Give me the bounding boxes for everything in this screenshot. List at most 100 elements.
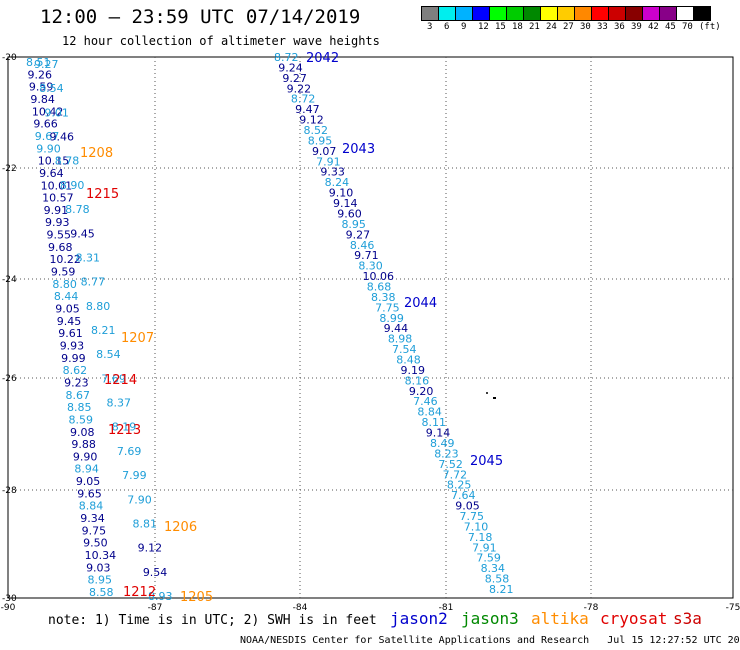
colorbar-label: (ft)	[699, 22, 721, 32]
map-dot	[486, 392, 488, 394]
swh-value-left-track-b: 7.99	[122, 469, 147, 482]
colorbar-swatch	[574, 6, 592, 21]
swh-value-left-track-b: 8.54	[96, 348, 121, 361]
swh-value-left-track: 8.85	[67, 401, 92, 414]
orbit-label: 1214	[104, 373, 137, 388]
page-subtitle: 12 hour collection of altimeter wave hei…	[62, 34, 380, 48]
satellite-legend-cryosat: cryosat	[600, 609, 668, 628]
swh-value-right-track: 9.71	[354, 249, 379, 262]
swh-value-right-track: 7.52	[438, 458, 463, 471]
colorbar-swatch	[506, 6, 524, 21]
colorbar-label: 33	[597, 22, 608, 32]
swh-value-right-track: 9.27	[346, 228, 371, 241]
colorbar-label: 30	[580, 22, 591, 32]
swh-value-left-track-b: 8.93	[148, 590, 173, 603]
swh-value-right-track: 8.46	[350, 239, 375, 252]
swh-value-right-track: 9.12	[299, 114, 324, 127]
colorbar-swatch	[438, 6, 456, 21]
orbit-label: 2044	[404, 296, 437, 311]
lat-tick-label: -26	[2, 374, 17, 384]
colorbar-swatch	[557, 6, 575, 21]
swh-value-right-track: 8.52	[304, 124, 329, 137]
colorbar-label: 12	[478, 22, 489, 32]
colorbar-swatch	[523, 6, 541, 21]
swh-value-right-track: 7.75	[459, 510, 484, 523]
colorbar-swatch	[421, 6, 439, 21]
swh-value-left-track: 8.67	[66, 389, 91, 402]
swh-value-left-track: 9.90	[36, 142, 61, 155]
swh-value-left-track: 8.84	[79, 500, 104, 513]
swh-value-left-track-b: 8.81	[132, 517, 157, 530]
swh-value-right-track: 7.59	[476, 552, 501, 565]
swh-value-left-track: 9.05	[55, 303, 79, 316]
swh-value-left-track-b: 8.31	[75, 251, 100, 264]
swh-value-left-track: 10.57	[42, 192, 74, 205]
colorbar-swatch	[608, 6, 626, 21]
lat-tick-label: -22	[2, 164, 17, 174]
swh-value-right-track: 8.68	[367, 280, 392, 293]
swh-value-left-track: 9.65	[77, 487, 102, 500]
swh-value-left-track: 9.26	[27, 68, 52, 81]
wave-height-colorbar	[421, 6, 711, 21]
swh-value-right-track: 9.44	[384, 322, 409, 335]
swh-value-right-track: 9.27	[282, 72, 307, 85]
swh-value-left-track: 10.42	[32, 105, 64, 118]
swh-value-left-track-b: 9.27	[34, 58, 59, 71]
swh-value-left-track: 9.55	[47, 229, 72, 242]
swh-value-right-track: 8.99	[379, 312, 404, 325]
swh-value-left-track: 9.05	[76, 475, 101, 488]
swh-value-left-track: 8.62	[63, 364, 88, 377]
swh-value-right-track: 9.24	[278, 61, 303, 74]
swh-value-left-track: 10.15	[38, 155, 70, 168]
colorbar-swatch	[455, 6, 473, 21]
swh-value-right-track: 9.07	[312, 145, 337, 158]
satellite-legend-jason2: jason2	[390, 609, 448, 628]
footer-note: note: 1) Time is in UTC; 2) SWH is in fe…	[48, 613, 377, 628]
swh-value-left-track: 8.95	[88, 574, 113, 587]
swh-value-left-track: 8.59	[68, 413, 93, 426]
swh-value-left-track: 9.88	[71, 438, 96, 451]
swh-value-right-track: 7.10	[464, 520, 489, 533]
swh-value-left-track-b: 8.78	[55, 155, 80, 168]
swh-value-right-track: 8.30	[358, 260, 383, 273]
swh-value-left-track: 9.59	[29, 81, 54, 94]
swh-value-right-track: 9.22	[287, 82, 312, 95]
swh-value-right-track: 9.05	[455, 500, 480, 513]
swh-value-left-track: 8.44	[54, 290, 78, 303]
orbit-label: 1215	[86, 187, 119, 202]
swh-value-left-track: 10.34	[85, 549, 117, 562]
swh-value-right-track: 8.11	[422, 416, 447, 429]
swh-value-right-track: 9.19	[400, 364, 425, 377]
colorbar-label: 6	[444, 22, 450, 32]
swh-value-right-track: 8.34	[481, 562, 506, 575]
swh-value-left-track-b: 8.90	[60, 179, 84, 192]
swh-value-right-track: 8.58	[485, 573, 510, 586]
swh-value-right-track: 8.72	[291, 93, 316, 106]
swh-value-left-track: 9.90	[73, 450, 98, 463]
swh-value-left-track-b: 7.69	[101, 372, 126, 385]
swh-value-left-track: 9.75	[82, 524, 107, 537]
satellite-legend-s3a: s3a	[673, 609, 702, 628]
swh-value-left-track: 9.23	[64, 376, 89, 389]
colorbar-swatch	[642, 6, 660, 21]
swh-value-left-track-b: 8.78	[65, 203, 90, 216]
orbit-label: 1207	[121, 331, 154, 346]
swh-value-right-track: 9.14	[333, 197, 358, 210]
swh-value-right-track: 7.75	[375, 301, 400, 314]
colorbar-swatch	[625, 6, 643, 21]
swh-value-right-track: 9.33	[320, 166, 345, 179]
colorbar-swatch	[659, 6, 677, 21]
swh-value-left-track: 9.93	[45, 216, 69, 229]
colorbar-label: 45	[665, 22, 676, 32]
swh-value-right-track: 8.48	[396, 354, 421, 367]
colorbar-label: 42	[648, 22, 659, 32]
swh-value-right-track: 9.10	[329, 187, 354, 200]
swh-value-left-track-b: 8.21	[91, 324, 116, 337]
swh-value-right-track: 9.60	[337, 207, 362, 220]
page-title: 12:00 — 23:59 UTC 07/14/2019	[40, 6, 361, 28]
colorbar-label: 24	[546, 22, 557, 32]
swh-value-left-track: 10.01	[41, 179, 73, 192]
colorbar-label: 36	[614, 22, 625, 32]
colorbar-swatch	[676, 6, 694, 21]
swh-value-left-track-b: 9.45	[70, 227, 95, 240]
